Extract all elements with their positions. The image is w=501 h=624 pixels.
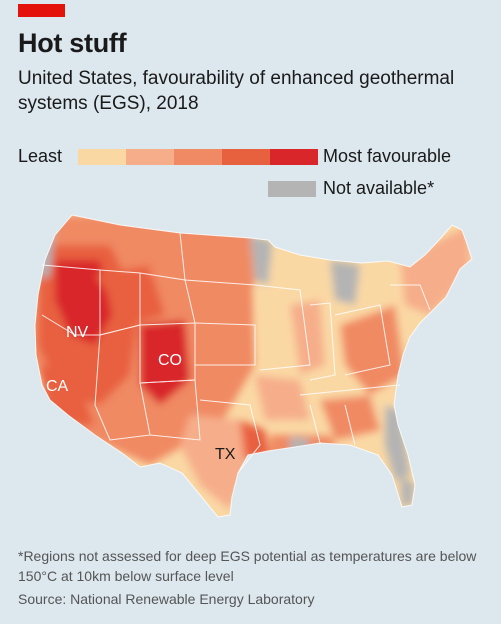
state-label-co: CO — [158, 352, 182, 369]
border-alabama — [344, 404, 356, 446]
legend-swatch-4 — [222, 149, 270, 165]
na-florida — [400, 475, 415, 507]
region-nevada-hotspot — [55, 260, 112, 345]
source-credit: Source: National Renewable Energy Labora… — [18, 591, 315, 607]
favourability-regions — [35, 215, 470, 510]
border-ohio-valley — [334, 304, 391, 376]
legend-least-label: Least — [18, 146, 63, 166]
legend-most-label: Most favourable — [323, 146, 452, 166]
region-idaho-wyoming — [95, 265, 165, 325]
legend-not-available-label: Not available* — [323, 178, 435, 198]
border-texas — [199, 399, 261, 474]
page-subtitle: United States, favourability of enhanced… — [18, 68, 455, 114]
footnote: *Regions not assessed for deep EGS poten… — [18, 548, 477, 584]
legend-swatch-5 — [270, 149, 318, 165]
state-label-ca: CA — [46, 378, 69, 395]
border-kansas — [194, 322, 256, 366]
border-iowa-missouri — [254, 284, 311, 371]
state-label-tx: TX — [215, 446, 236, 463]
region-illinois — [290, 300, 325, 375]
state-label-nv: NV — [66, 324, 89, 341]
na-michigan — [330, 260, 360, 305]
legend-swatch-1 — [78, 149, 126, 165]
page-title: Hot stuff — [18, 28, 127, 58]
region-texas — [180, 415, 250, 510]
legend-not-available-swatch — [268, 181, 316, 197]
border-illinois — [309, 302, 336, 381]
region-oklahoma — [255, 375, 310, 420]
legend-swatch-3 — [174, 149, 222, 165]
region-southeast — [320, 395, 380, 440]
border-tennessee — [299, 384, 401, 396]
border-new-mexico — [139, 379, 201, 441]
us-outline — [34, 214, 473, 518]
border-new-york — [390, 284, 431, 311]
border-wyoming — [139, 272, 196, 324]
state-borders — [34, 214, 473, 518]
region-colorado-hotspot — [140, 320, 190, 405]
border-mississippi — [309, 404, 321, 444]
region-east-texas — [240, 420, 270, 460]
na-northern-minnesota — [250, 235, 272, 285]
legend-swatch-2 — [126, 149, 174, 165]
us-egs-map: NV CA CO TX — [34, 214, 473, 518]
legend-color-scale — [78, 149, 318, 165]
brand-tag — [18, 4, 65, 17]
na-atlantic-coast — [385, 405, 410, 480]
